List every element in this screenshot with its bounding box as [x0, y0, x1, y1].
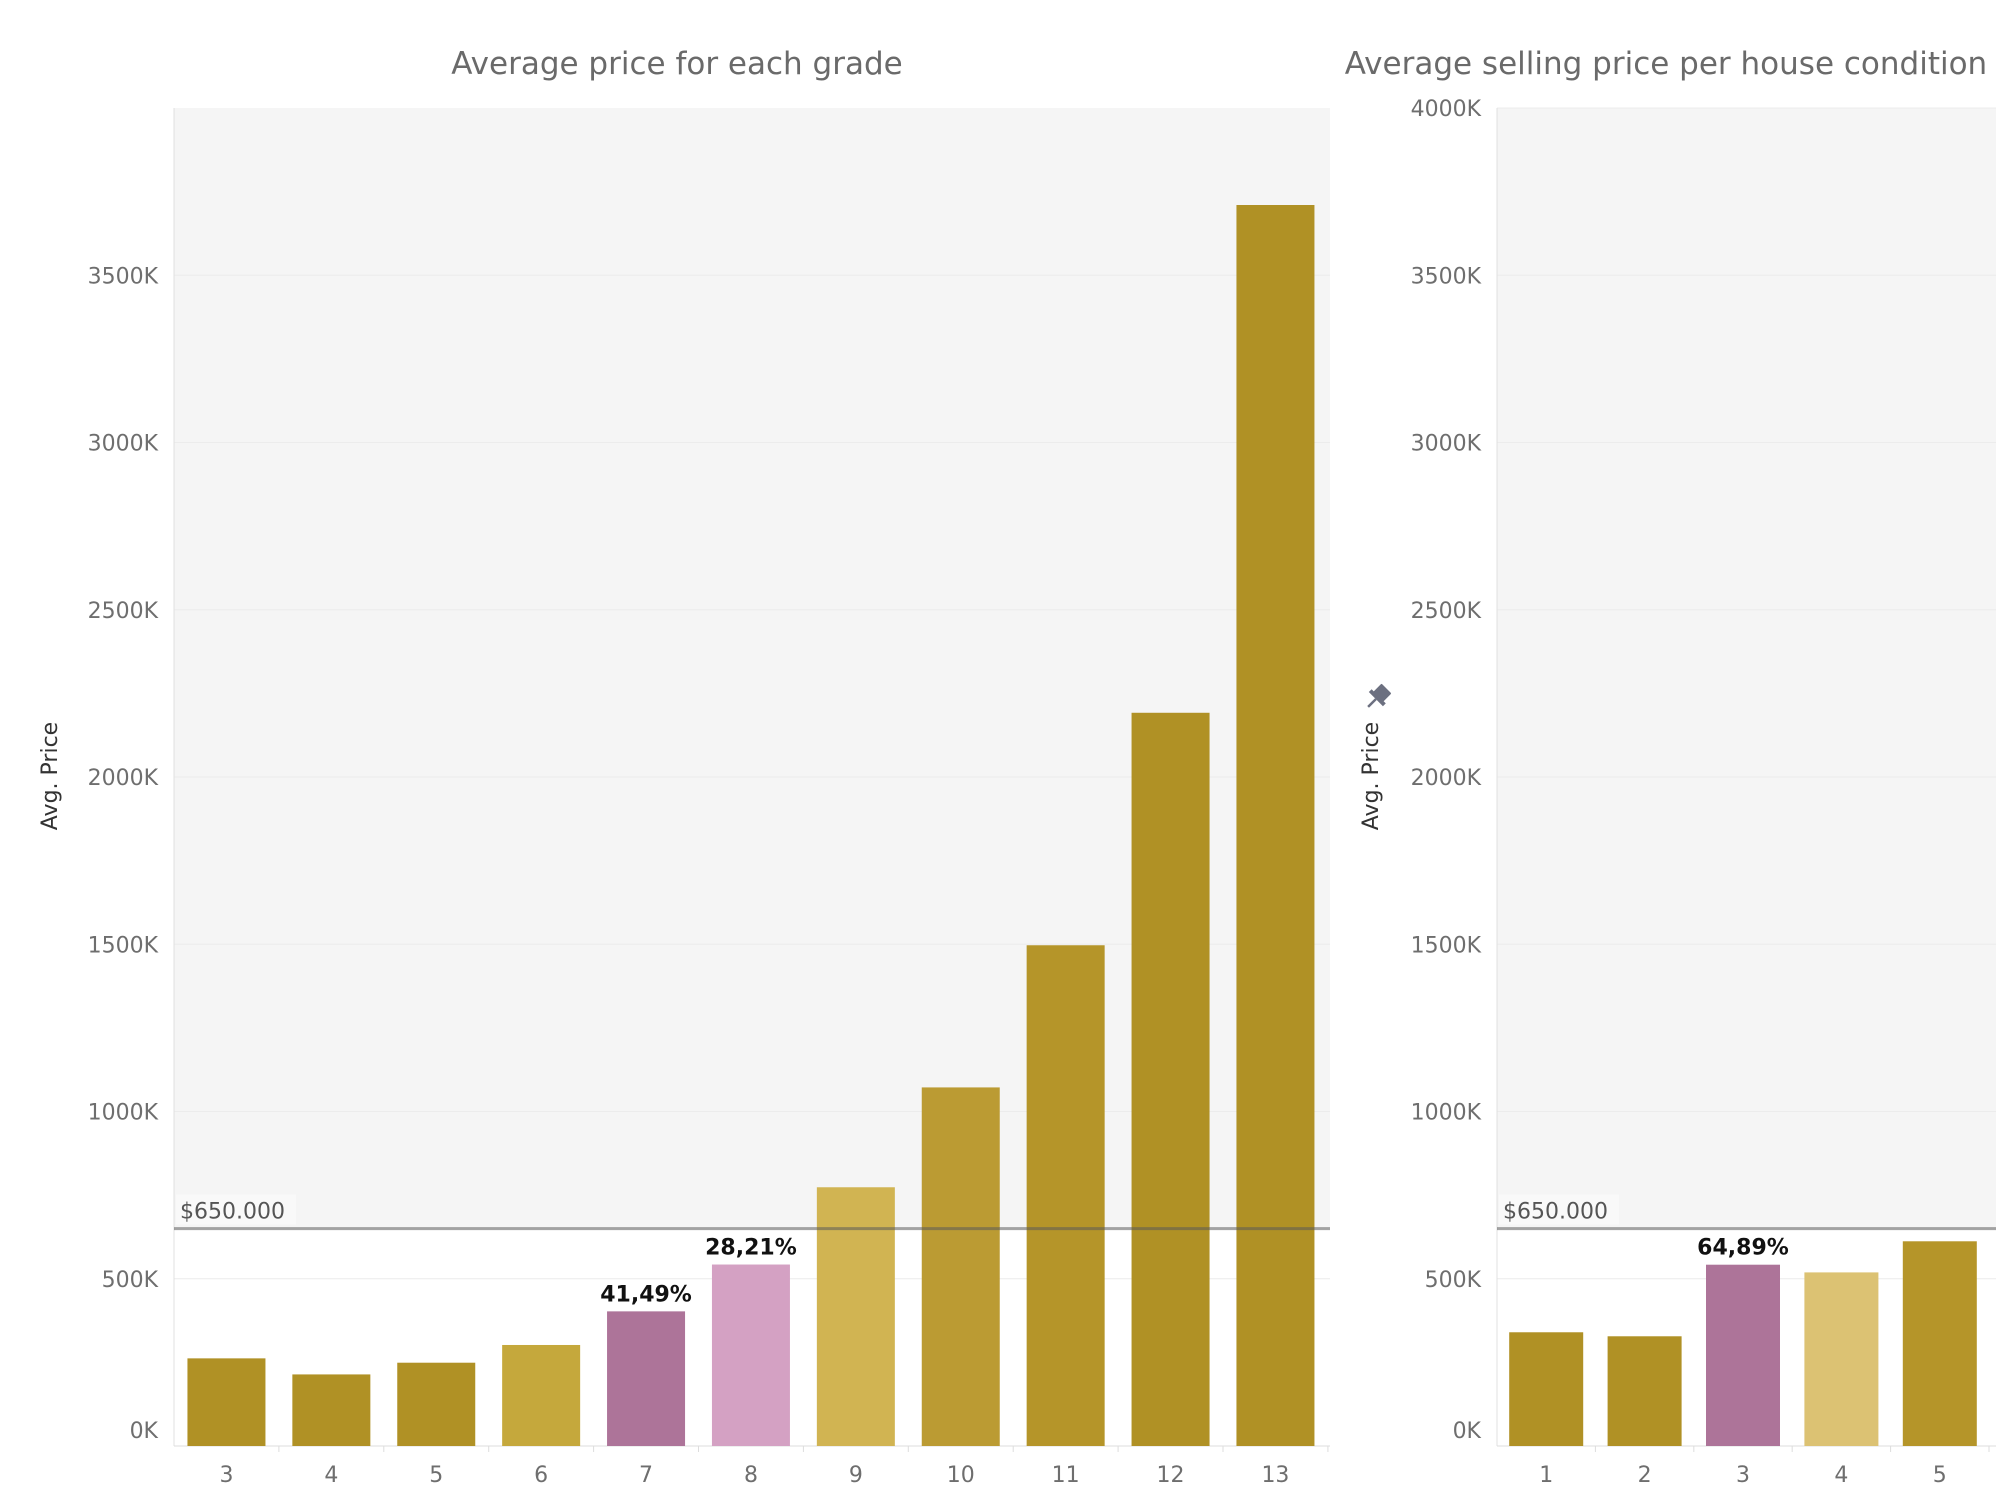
bar-4 — [1804, 1272, 1879, 1446]
bar-5 — [397, 1362, 476, 1446]
bar-3 — [1706, 1264, 1780, 1446]
y-tick-label: 0K — [130, 1419, 159, 1444]
x-tick-label: 5 — [1933, 1463, 1947, 1488]
data-label: 64,89% — [1697, 1236, 1789, 1261]
bar-5 — [1902, 1241, 1977, 1446]
pin-head — [1373, 683, 1392, 702]
data-label: 28,21% — [705, 1236, 797, 1261]
x-tick-label: 12 — [1157, 1463, 1185, 1488]
chart-title: Average price for each grade — [451, 46, 902, 82]
chart-2: 0K 500K 1000K 1500K 2000K 2500K 3000K 3500K 4000… — [1345, 46, 1996, 1488]
y-tick-label: 1500K — [1411, 933, 1482, 958]
pin-collar — [1368, 689, 1386, 707]
y-tick-label: 500K — [1425, 1268, 1482, 1293]
y-axis-title: Avg. Price — [1359, 722, 1384, 830]
reference-line-label: $650.000 — [180, 1200, 285, 1225]
reference-label-bg — [1499, 1194, 1619, 1225]
x-tick-label: 7 — [639, 1463, 653, 1488]
bar-6 — [502, 1344, 581, 1446]
x-tick-label: 4 — [1834, 1463, 1848, 1488]
y-axis-title: Avg. Price — [38, 722, 63, 830]
bar-13 — [1236, 205, 1315, 1446]
bar-12 — [1131, 712, 1210, 1446]
bar-3 — [187, 1358, 266, 1446]
y-tick-label: 3000K — [88, 432, 159, 457]
x-tick-label: 5 — [429, 1463, 443, 1488]
x-tick-label: 2 — [1638, 1463, 1652, 1488]
x-tick-label: 13 — [1261, 1463, 1289, 1488]
chart-1: 0K 500K 1000K 1500K 2000K 2500K 3000K 3500K Avg.… — [38, 46, 1330, 1488]
data-label: 41,49% — [600, 1282, 692, 1307]
y-tick-label: 3500K — [88, 264, 159, 289]
y-tick-label: 1000K — [88, 1101, 159, 1126]
reference-line-label: $650.000 — [1503, 1200, 1608, 1225]
y-tick-label: 4000K — [1411, 97, 1482, 122]
x-tick-label: 8 — [744, 1463, 758, 1488]
bar-2 — [1607, 1336, 1682, 1446]
bar-11 — [1026, 945, 1105, 1446]
bar-4 — [292, 1374, 371, 1446]
bar-8 — [711, 1264, 790, 1446]
x-tick-label: 3 — [219, 1463, 233, 1488]
y-tick-label: 1000K — [1411, 1101, 1482, 1126]
y-tick-label: 2500K — [1411, 599, 1482, 624]
y-tick-label: 2000K — [1411, 766, 1482, 791]
x-tick-label: 9 — [849, 1463, 863, 1488]
chart-title: Average selling price per house conditio… — [1345, 46, 1987, 82]
bar-9 — [816, 1187, 895, 1446]
pin-icon — [1367, 683, 1392, 708]
bar-1 — [1509, 1332, 1584, 1446]
x-tick-label: 3 — [1736, 1463, 1750, 1488]
reference-band — [1497, 108, 1996, 1229]
y-tick-label: 0K — [1453, 1419, 1482, 1444]
y-tick-label: 500K — [102, 1268, 159, 1293]
x-tick-label: 11 — [1052, 1463, 1080, 1488]
y-tick-label: 1500K — [88, 933, 159, 958]
bar-10 — [921, 1087, 1000, 1446]
y-tick-label: 2000K — [88, 766, 159, 791]
x-tick-label: 4 — [324, 1463, 338, 1488]
y-tick-label: 3500K — [1411, 264, 1482, 289]
y-tick-label: 3000K — [1411, 432, 1482, 457]
y-tick-label: 2500K — [88, 599, 159, 624]
x-tick-label: 10 — [947, 1463, 975, 1488]
reference-label-bg — [176, 1194, 296, 1225]
pin-needle — [1367, 698, 1377, 708]
x-tick-label: 6 — [534, 1463, 548, 1488]
bar-7 — [607, 1311, 686, 1446]
x-tick-label: 1 — [1539, 1463, 1553, 1488]
